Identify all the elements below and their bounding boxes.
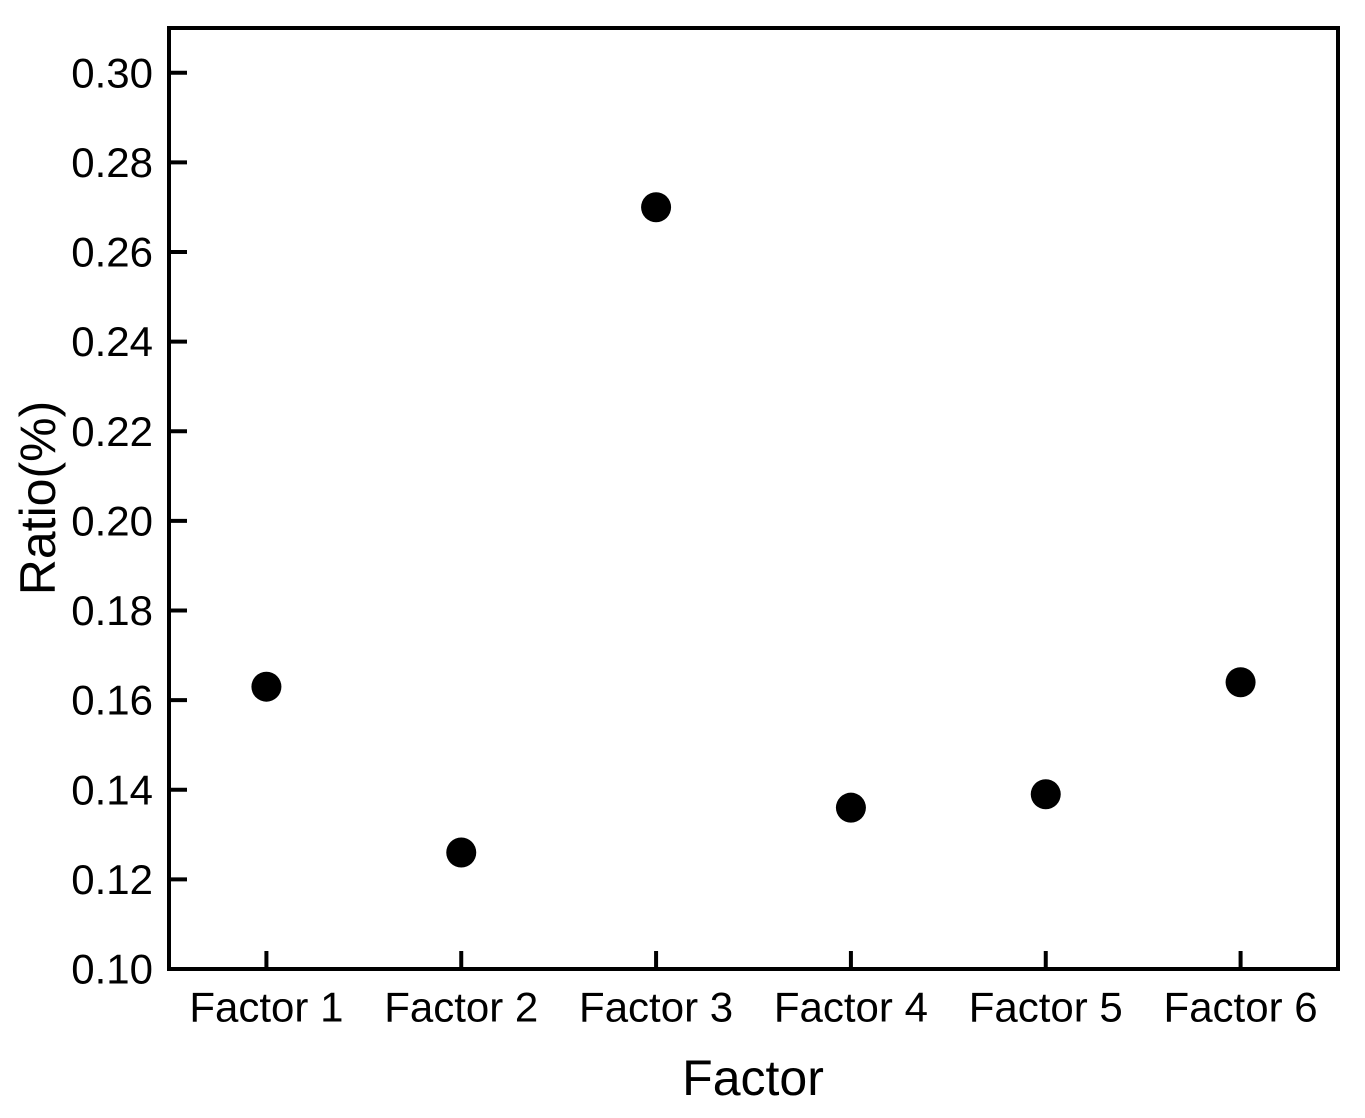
data-point-4 (835, 792, 866, 823)
y-tick-label: 0.14 (71, 766, 153, 813)
y-tick-label: 0.20 (71, 497, 153, 544)
y-tick-label: 0.18 (71, 587, 153, 634)
x-tick-label: Factor 2 (384, 984, 538, 1031)
y-tick-label: 0.30 (71, 49, 153, 96)
data-point-1 (251, 671, 282, 702)
y-tick-label: 0.28 (71, 139, 153, 186)
x-tick-label: Factor 3 (579, 984, 733, 1031)
y-tick-label: 0.12 (71, 856, 153, 903)
data-point-3 (641, 192, 672, 223)
data-point-6 (1225, 667, 1256, 698)
x-tick-label: Factor 4 (774, 984, 928, 1031)
y-tick-label: 0.26 (71, 229, 153, 276)
y-tick-label: 0.16 (71, 677, 153, 724)
y-axis-title: Ratio(%) (10, 400, 66, 596)
x-tick-label: Factor 5 (969, 984, 1123, 1031)
x-axis-title: Factor (682, 1050, 824, 1106)
plot-border (167, 26, 1340, 971)
y-tick-label: 0.22 (71, 408, 153, 455)
data-point-5 (1030, 779, 1061, 810)
y-tick-label: 0.10 (71, 946, 153, 993)
x-tick-label: Factor 1 (189, 984, 343, 1031)
data-point-2 (446, 837, 477, 868)
x-tick-label: Factor 6 (1164, 984, 1318, 1031)
y-tick-label: 0.24 (71, 318, 153, 365)
